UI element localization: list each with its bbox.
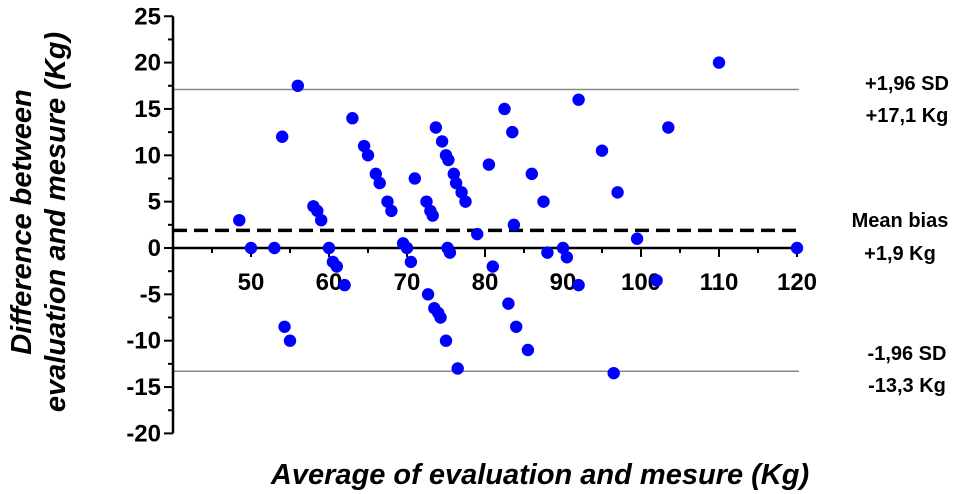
data-points <box>233 56 804 380</box>
data-point <box>449 176 463 190</box>
y-tick-label: -15 <box>126 374 161 401</box>
reference-label-line2: +17,1 Kg <box>866 105 949 127</box>
data-point <box>373 176 386 190</box>
data-point <box>434 311 447 324</box>
data-point <box>510 320 523 333</box>
x-axis-title: Average of evaluation and mesure (Kg) <box>270 459 809 491</box>
data-point <box>429 121 443 134</box>
y-tick-label: 5 <box>148 189 161 216</box>
x-tick-label: 110 <box>700 269 739 296</box>
data-point <box>630 232 644 245</box>
data-point <box>322 241 336 255</box>
data-point <box>556 241 570 255</box>
data-point <box>486 260 499 273</box>
reference-labels: +1,96 SD +17,1 Kg Mean bias +1,9 Kg -1,96 SD… <box>852 73 949 397</box>
reference-label-line1: +1,96 SD <box>865 73 949 95</box>
data-point <box>404 255 418 269</box>
data-point <box>712 56 726 69</box>
x-tick-label: 60 <box>316 269 343 296</box>
data-point <box>498 102 511 116</box>
data-point <box>311 204 324 218</box>
y-tick-label: -5 <box>140 281 161 308</box>
reference-label-line2: +1,9 Kg <box>864 243 936 265</box>
data-point <box>420 195 433 208</box>
data-point <box>357 139 371 153</box>
x-tick-label: 120 <box>777 269 817 296</box>
y-tick-label: 20 <box>134 50 161 77</box>
reference-label-line1: Mean bias <box>852 210 949 232</box>
data-point <box>400 241 414 255</box>
data-point <box>525 167 538 181</box>
data-point <box>291 79 304 92</box>
y-axis-title-line1: Difference between <box>6 89 38 354</box>
data-point <box>471 227 484 241</box>
data-point <box>443 246 457 259</box>
y-tick-label: 15 <box>134 96 161 123</box>
data-point <box>595 144 609 157</box>
y-tick-label: 0 <box>148 235 161 262</box>
x-tick-label: 50 <box>238 269 265 296</box>
data-point <box>537 195 550 208</box>
data-point <box>439 334 453 347</box>
data-point <box>338 278 351 292</box>
data-point <box>447 167 460 181</box>
data-point <box>541 246 554 259</box>
data-point <box>451 362 464 375</box>
data-point <box>369 167 382 181</box>
data-point <box>482 158 496 171</box>
y-tick-label: -10 <box>126 328 161 355</box>
data-point <box>233 213 246 227</box>
data-point <box>408 172 421 185</box>
reference-lines <box>173 88 799 373</box>
data-point <box>330 260 343 273</box>
y-tick-label: 10 <box>134 142 161 169</box>
data-point <box>790 241 804 255</box>
data-point <box>268 241 281 255</box>
data-point <box>278 320 291 333</box>
data-point <box>607 366 620 380</box>
data-point <box>572 93 585 106</box>
y-tick-label: 25 <box>134 3 161 30</box>
x-tick-label: 90 <box>550 269 577 296</box>
data-point <box>283 334 297 347</box>
data-point <box>381 195 394 208</box>
y-axis-title-group: Difference between evaluation and mesure… <box>6 32 72 412</box>
data-point <box>455 186 468 199</box>
data-point <box>521 343 535 357</box>
data-point <box>662 121 675 134</box>
data-point <box>385 204 398 218</box>
reference-label-line2: -13,3 Kg <box>868 375 946 397</box>
data-point <box>611 186 624 199</box>
data-point <box>346 112 359 125</box>
data-point <box>572 278 585 292</box>
data-point <box>442 153 455 167</box>
y-tick-label: -20 <box>126 420 161 447</box>
data-point <box>507 218 521 232</box>
data-point <box>276 130 289 143</box>
data-point <box>315 213 328 227</box>
data-point <box>650 274 663 287</box>
data-point <box>506 125 519 139</box>
y-axis-title-line2: evaluation and mesure (Kg) <box>40 32 72 412</box>
data-point <box>421 288 435 301</box>
data-point <box>426 209 439 222</box>
reference-label-line1: -1,96 SD <box>868 343 947 365</box>
data-point <box>435 135 449 148</box>
data-point <box>502 297 515 310</box>
x-tick-label: 70 <box>394 269 421 296</box>
data-point <box>560 251 574 264</box>
x-tick-label: 80 <box>472 269 499 296</box>
data-point <box>244 241 258 255</box>
data-point <box>459 195 472 208</box>
data-point <box>361 149 375 162</box>
